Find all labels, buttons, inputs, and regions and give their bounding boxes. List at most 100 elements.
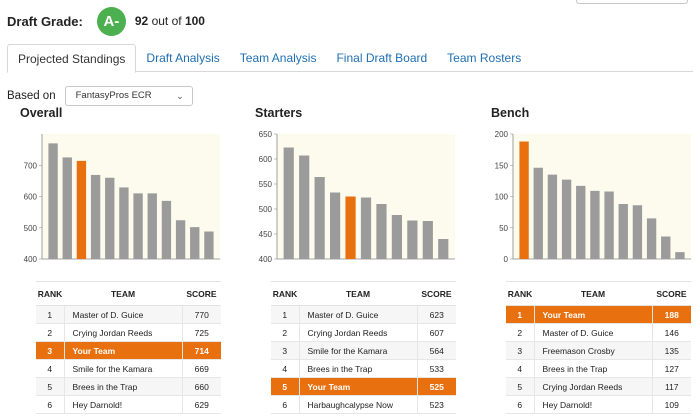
grade-badge: A- <box>96 6 126 36</box>
bar[interactable] <box>407 220 418 260</box>
bar[interactable] <box>376 204 387 259</box>
bar[interactable] <box>283 147 294 260</box>
bar[interactable] <box>360 197 372 260</box>
bar[interactable] <box>90 174 101 259</box>
y-tick-label: 700 <box>24 161 38 170</box>
rank-cell: 4 <box>271 359 299 378</box>
table-row[interactable]: 2 Crying Jordan Reeds 725 <box>36 323 221 342</box>
table-row[interactable]: 5 Your Team 525 <box>271 377 456 396</box>
tab-final-draft-board[interactable]: Final Draft Board <box>336 51 428 65</box>
bar[interactable] <box>190 227 200 259</box>
table-row[interactable]: 2 Master of D. Guice 146 <box>506 323 691 342</box>
bar[interactable] <box>314 177 325 259</box>
table-row[interactable]: 5 Crying Jordan Reeds 117 <box>506 377 691 396</box>
bar-your-team[interactable] <box>345 196 356 260</box>
y-tick-label: 400 <box>24 255 38 264</box>
score-cell: 714 <box>182 341 221 360</box>
bar[interactable] <box>547 174 558 259</box>
rank-cell: 6 <box>36 395 64 414</box>
tab-team-rosters[interactable]: Team Rosters <box>447 51 522 65</box>
bar[interactable] <box>604 191 614 260</box>
rank-cell: 1 <box>36 305 64 324</box>
bar[interactable] <box>175 220 186 259</box>
tab-draft-analysis[interactable]: Draft Analysis <box>146 51 220 65</box>
table-row[interactable]: 3 Freemason Crosby 135 <box>506 341 691 360</box>
y-tick-label: 200 <box>495 130 509 139</box>
ranking-source-value: FantasyPros ECR <box>75 90 152 101</box>
table-row[interactable]: 5 Brees in the Trap 660 <box>36 377 221 396</box>
bar[interactable] <box>533 167 543 259</box>
team-cell: Master of D. Guice <box>533 323 653 342</box>
bar[interactable] <box>119 187 129 259</box>
panel-bench: Bench 0 50 100 150 200 <box>491 104 691 264</box>
chevron-down-icon: ⌄ <box>176 91 184 101</box>
bar-your-team[interactable] <box>76 160 87 259</box>
tab-team-analysis[interactable]: Team Analysis <box>239 51 317 65</box>
bar[interactable] <box>661 236 671 260</box>
panel-title-overall: Overall <box>20 106 63 120</box>
bar[interactable] <box>299 155 310 260</box>
bar[interactable] <box>590 190 600 259</box>
rank-cell: 2 <box>271 323 299 342</box>
bar[interactable] <box>675 252 685 259</box>
ranking-source-select[interactable]: FantasyPros ECR ⌄ <box>64 86 193 106</box>
score-cell: 533 <box>417 359 456 378</box>
bar[interactable] <box>422 221 433 259</box>
bar[interactable] <box>133 193 143 259</box>
team-cell: Hey Darnold! <box>533 395 653 414</box>
bar-your-team[interactable] <box>519 141 529 260</box>
table-row[interactable]: 3 Smile for the Kamara 564 <box>271 341 456 360</box>
rank-cell: 3 <box>36 341 64 360</box>
panel-overall: Overall 400 500 600 700 <box>20 104 220 264</box>
top-action-button[interactable] <box>576 0 688 4</box>
col-score: SCORE <box>417 281 456 306</box>
team-cell: Your Team <box>533 305 653 324</box>
bar[interactable] <box>576 185 586 259</box>
bar[interactable] <box>147 193 157 259</box>
y-tick-label: 500 <box>259 205 273 214</box>
tab-projected-standings[interactable]: Projected Standings <box>7 44 137 73</box>
bar[interactable] <box>62 157 72 259</box>
bar[interactable] <box>329 192 341 260</box>
table-row[interactable]: 1 Master of D. Guice 623 <box>271 305 456 324</box>
table-row[interactable]: 6 Hey Darnold! 629 <box>36 395 221 414</box>
draft-grade-label: Draft Grade: <box>7 13 83 29</box>
col-score: SCORE <box>182 281 221 306</box>
score-cell: 523 <box>417 395 456 414</box>
draft-grade: Draft Grade: A- 92 out of 100 <box>7 6 205 36</box>
bar[interactable] <box>204 231 214 260</box>
table-row[interactable]: 1 Master of D. Guice 770 <box>36 305 221 324</box>
bar[interactable] <box>618 204 628 259</box>
team-cell: Crying Jordan Reeds <box>533 377 653 396</box>
bar[interactable] <box>646 218 657 259</box>
chart-overall: 400 500 600 700 <box>20 122 226 264</box>
team-cell: Brees in the Trap <box>533 359 653 378</box>
score-cell: 564 <box>417 341 456 360</box>
y-tick-label: 550 <box>259 180 273 189</box>
table-row[interactable]: 2 Crying Jordan Reeds 607 <box>271 323 456 342</box>
rank-cell: 3 <box>506 341 534 360</box>
table-row[interactable]: 4 Brees in the Trap 127 <box>506 359 691 378</box>
team-cell: Hey Darnold! <box>63 395 183 414</box>
y-tick-label: 100 <box>495 193 509 202</box>
team-cell: Master of D. Guice <box>63 305 183 324</box>
bar[interactable] <box>161 200 172 259</box>
team-cell: Freemason Crosby <box>533 341 653 360</box>
score-cell: 109 <box>652 395 691 414</box>
table-row[interactable]: 6 Hey Darnold! 109 <box>506 395 691 414</box>
col-score: SCORE <box>652 281 691 306</box>
table-row[interactable]: 1 Your Team 188 <box>506 305 691 324</box>
table-row[interactable]: 4 Smile for the Kamara 669 <box>36 359 221 378</box>
table-row[interactable]: 4 Brees in the Trap 533 <box>271 359 456 378</box>
chart-bench-svg: 0 50 100 150 200 <box>495 130 691 264</box>
score-cell: 117 <box>652 377 691 396</box>
bar[interactable] <box>632 205 643 259</box>
table-row[interactable]: 6 Harbaughcalypse Now 523 <box>271 395 456 414</box>
bar[interactable] <box>105 177 115 259</box>
bar[interactable] <box>48 143 58 259</box>
bar[interactable] <box>561 179 572 259</box>
bar[interactable] <box>438 239 449 259</box>
score-cell: 146 <box>652 323 691 342</box>
table-row[interactable]: 3 Your Team 714 <box>36 341 221 360</box>
bar[interactable] <box>391 215 403 259</box>
